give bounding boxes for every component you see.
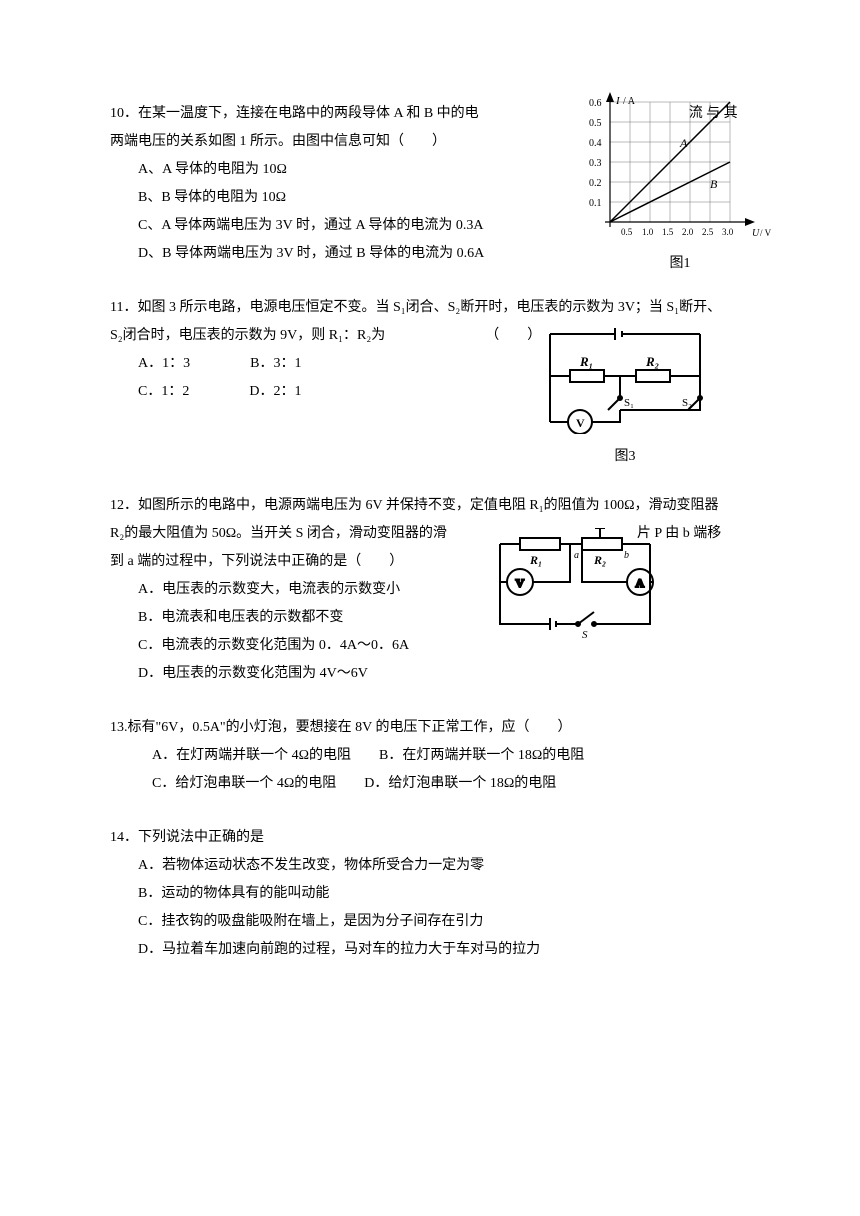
svg-text:0.1: 0.1 [589,198,602,209]
svg-text:R₁: R₁ [579,354,593,369]
svg-text:R₂: R₂ [645,354,659,369]
q13-line1: 13.标有"6V，0.5A"的小灯泡，要想接在 8V 的电压下正常工作，应（ ） [110,714,750,742]
q11-line1: 11．如图 3 所示电路，电源电压恒定不变。当 S₁闭合、S₂断开时，电压表的示… [110,294,750,322]
q13-number: 13. [110,720,128,735]
svg-text:R₂: R₂ [593,553,606,567]
svg-text:2.0: 2.0 [682,227,694,237]
q11-optC: C．1：2 [138,378,189,406]
q11-optD: D．2：1 [249,378,301,406]
question-10: A B I/ A U/ V 0.60.50.40.30.20.1 0.51.01… [110,100,750,268]
q10-intro1: 在某一温度下，连接在电路中的两段导体 A 和 B 中的电 [138,106,479,121]
svg-text:/ V: / V [760,228,772,238]
page-content: A B I/ A U/ V 0.6 0.5 0.4 0.3 0.2 0.1 0.5 1.0 1… [0,0,860,1050]
q12-intro1: 如图所示的电路中，电源两端电压为 6V 并保持不变，定值电阻 R₁的阻值为 10… [138,498,718,513]
svg-text:0.5: 0.5 [621,227,633,237]
svg-text:V: V [516,576,525,590]
q14-number: 14． [110,830,138,845]
q13-row1: A．在灯两端并联一个 4Ω的电阻 B．在灯两端并联一个 18Ω的电阻 [110,742,750,770]
q10-number: 10． [110,106,138,121]
figure-1-caption: 图1 [580,250,780,278]
figure-1-graph: A B I/ A U/ V 0.6 0.5 0.4 0.3 0.2 0.1 0.5 1.0 1… [580,92,780,272]
svg-text:1.5: 1.5 [662,227,674,237]
figure-3-caption: 图3 [540,443,710,471]
svg-text:R₁: R₁ [529,553,542,567]
svg-text:V: V [576,416,585,430]
q14-optC: C．挂衣钩的吸盘能吸附在墙上，是因为分子间存在引力 [110,908,750,936]
q11-intro1: 如图 3 所示电路，电源电压恒定不变。当 S₁闭合、S₂断开时，电压表的示数为 … [137,300,721,315]
svg-text:0.6: 0.6 [589,98,602,109]
chart-svg: A B I/ A U/ V 0.6 0.5 0.4 0.3 0.2 0.1 0.5 1.0 1… [580,92,780,252]
q12-intro2a: R₂的最大阻值为 50Ω。当开关 S 闭合，滑动变阻器的滑 [110,526,447,541]
svg-text:2.5: 2.5 [702,227,714,237]
q12-line1: 12．如图所示的电路中，电源两端电压为 6V 并保持不变，定值电阻 R₁的阻值为… [110,492,750,520]
svg-text:S: S [582,629,588,638]
q13-optA: A．在灯两端并联一个 4Ω的电阻 [152,748,351,763]
q13-row2: C．给灯泡串联一个 4Ω的电阻 D．给灯泡串联一个 18Ω的电阻 [110,770,750,798]
svg-text:A: A [636,576,645,590]
svg-text:S₂: S₂ [682,397,692,409]
figure-12-circuit: P V A R₁ a R₂ b S [490,528,670,649]
svg-text:0.2: 0.2 [589,178,602,189]
q11-number: 11． [110,300,137,315]
q11-optA: A．1：3 [138,350,190,378]
question-13: 13.标有"6V，0.5A"的小灯泡，要想接在 8V 的电压下正常工作，应（ ）… [110,714,750,798]
figure-3-circuit: R₁ R₂ S₁ S₂ V 图3 [540,324,710,471]
svg-text:3.0: 3.0 [722,227,734,237]
question-14: 14．下列说法中正确的是 A．若物体运动状态不发生改变，物体所受合力一定为零 B… [110,824,750,964]
svg-text:0.3: 0.3 [589,158,602,169]
q13-optB: B．在灯两端并联一个 18Ω的电阻 [379,748,584,763]
q13-optC: C．给灯泡串联一个 4Ω的电阻 [152,776,336,791]
svg-text:P: P [596,528,603,530]
q13-optD: D．给灯泡串联一个 18Ω的电阻 [364,776,556,791]
svg-text:a: a [574,550,579,561]
svg-text:1.0: 1.0 [642,227,654,237]
q12-optD: D．电压表的示数变化范围为 4V～6V [110,660,750,688]
question-11: R₁ R₂ S₁ S₂ V 图3 11．如图 3 所示电路，电源电压恒定不变。当… [110,294,750,466]
q14-line1: 14．下列说法中正确的是 [110,824,750,852]
q11-optB: B．3：1 [250,350,301,378]
svg-text:S₁: S₁ [624,397,634,409]
svg-text:B: B [710,177,718,191]
q14-intro: 下列说法中正确的是 [138,830,264,845]
svg-text:0.4: 0.4 [589,138,602,149]
svg-text:/ A: / A [623,96,636,107]
q13-intro: 标有"6V，0.5A"的小灯泡，要想接在 8V 的电压下正常工作，应（ ） [128,720,572,735]
q14-optB: B．运动的物体具有的能叫动能 [110,880,750,908]
q14-optA: A．若物体运动状态不发生改变，物体所受合力一定为零 [110,852,750,880]
svg-text:b: b [624,550,629,561]
q11-intro2a: S₂闭合时，电压表的示数为 9V，则 R₁：R₂为 [110,328,385,343]
question-12: P V A R₁ a R₂ b S 12．如图所示的电路中，电源两端电压为 6V… [110,492,750,688]
q14-optD: D．马拉着车加速向前跑的过程，马对车的拉力大于车对马的拉力 [110,936,750,964]
q11-intro2b: （ ） [485,328,541,343]
svg-text:0.5: 0.5 [589,118,602,129]
svg-text:U: U [752,228,760,239]
svg-text:A: A [679,136,688,150]
svg-text:I: I [615,95,621,107]
circuit3-svg: R₁ R₂ S₁ S₂ V [540,324,710,434]
circuit12-svg: P V A R₁ a R₂ b S [490,528,670,638]
q12-number: 12． [110,498,138,513]
